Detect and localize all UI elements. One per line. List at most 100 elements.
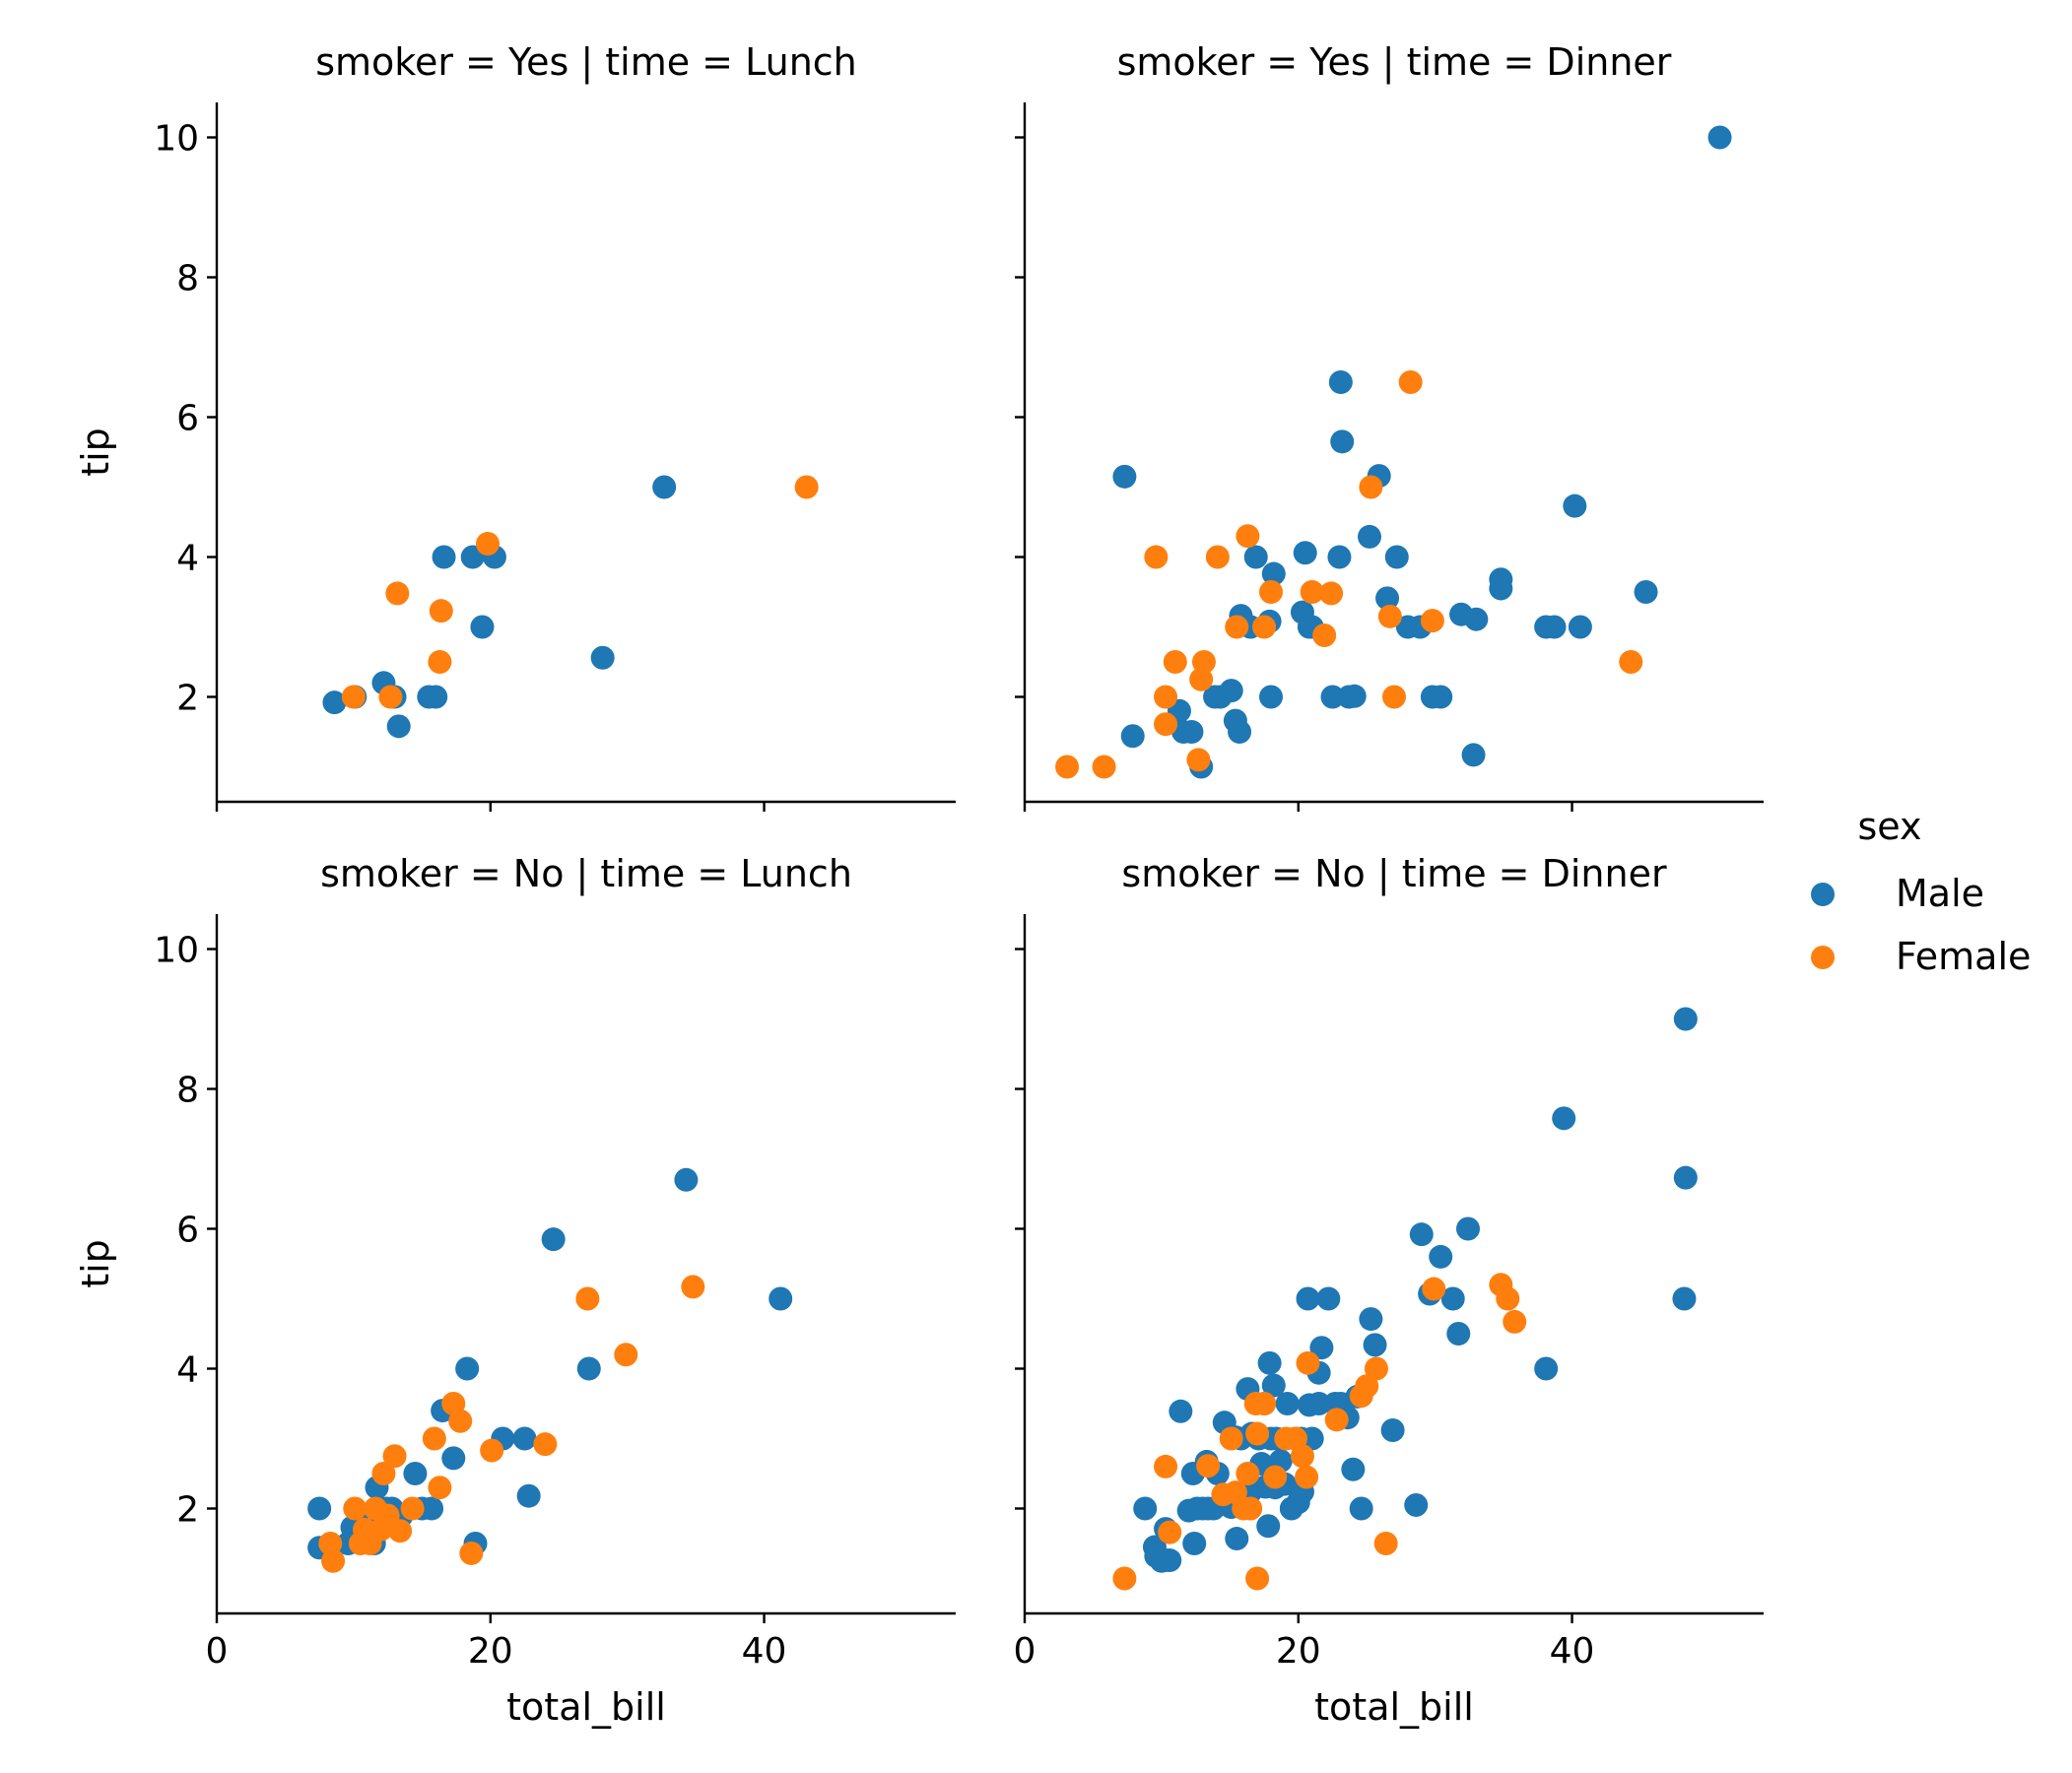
- point-male: [1456, 1216, 1480, 1241]
- point-female: [1112, 1566, 1137, 1591]
- point-male: [455, 1356, 480, 1381]
- point-female: [318, 1532, 343, 1555]
- y-tick-label: 8: [176, 1071, 199, 1111]
- point-female: [385, 581, 410, 606]
- point-male: [1429, 685, 1453, 709]
- panel-0: smoker = Yes | time = Lunch 2 4 6 8 10 tip: [74, 40, 956, 812]
- point-male: [1673, 1165, 1698, 1190]
- point-female: [614, 1343, 638, 1367]
- point-female: [794, 475, 819, 499]
- point-male: [1440, 1286, 1465, 1311]
- point-male: [1563, 493, 1587, 518]
- point-female: [378, 685, 403, 709]
- point-male: [1489, 567, 1513, 592]
- panel-2: smoker = No | time = Lunch 2 4 6 8 10 0 20 40 tot…: [74, 852, 956, 1729]
- point-male: [403, 1462, 428, 1485]
- point-female: [533, 1432, 558, 1457]
- point-female: [1373, 1532, 1398, 1555]
- point-female: [448, 1409, 473, 1433]
- legend: sex Male Female: [1811, 805, 2031, 978]
- point-female: [1252, 615, 1277, 639]
- x-axis-label: total_bill: [1314, 1685, 1474, 1729]
- point-male: [1275, 1392, 1300, 1415]
- point-male: [1384, 545, 1409, 569]
- point-male: [1261, 561, 1286, 586]
- point-female: [429, 599, 453, 624]
- series-male: [1112, 125, 1732, 779]
- point-male: [1112, 464, 1137, 489]
- legend-title: sex: [1858, 805, 1922, 848]
- point-male: [1293, 541, 1317, 565]
- point-male: [1358, 524, 1381, 549]
- point-female: [321, 1548, 346, 1573]
- point-female: [422, 1426, 446, 1451]
- point-female: [1312, 624, 1337, 648]
- panel-3: smoker = No | time = Dinner 0 20 40 total_bi…: [1014, 852, 1764, 1729]
- point-female: [1503, 1309, 1527, 1334]
- point-female: [341, 685, 366, 709]
- point-male: [1552, 1106, 1576, 1131]
- point-female: [476, 532, 500, 557]
- point-female: [1324, 1408, 1349, 1432]
- point-female: [1420, 609, 1444, 633]
- legend-marker-female: [1811, 946, 1835, 969]
- point-male: [674, 1167, 699, 1192]
- point-female: [1154, 1454, 1178, 1478]
- point-male: [1296, 1286, 1320, 1311]
- y-axis-label: tip: [74, 427, 117, 477]
- point-male: [590, 645, 615, 670]
- point-female: [1295, 1465, 1319, 1489]
- point-female: [1092, 755, 1116, 779]
- point-male: [441, 1446, 466, 1471]
- point-female: [1290, 1444, 1314, 1469]
- point-female: [1205, 545, 1230, 569]
- point-male: [1330, 429, 1355, 454]
- legend-marker-male: [1811, 883, 1835, 906]
- point-female: [1319, 581, 1344, 606]
- point-male: [1169, 1399, 1193, 1423]
- point-male: [1120, 724, 1145, 749]
- point-male: [1261, 1373, 1286, 1398]
- point-male: [1429, 1244, 1453, 1269]
- point-male: [322, 690, 347, 715]
- x-axis-label: total_bill: [506, 1685, 666, 1729]
- series-female: [1055, 370, 1643, 779]
- y-tick-label: 6: [176, 1211, 199, 1251]
- point-female: [1186, 748, 1211, 772]
- point-female: [1382, 685, 1406, 709]
- point-male: [1375, 586, 1400, 611]
- legend-label-female: Female: [1896, 935, 2031, 978]
- point-male: [1634, 580, 1658, 604]
- point-male: [1316, 1286, 1341, 1311]
- point-female: [1296, 1350, 1320, 1375]
- point-male: [1259, 685, 1283, 709]
- point-male: [512, 1426, 537, 1451]
- point-male: [1328, 370, 1353, 394]
- panel-title: smoker = Yes | time = Lunch: [315, 40, 857, 85]
- point-female: [1158, 1520, 1182, 1544]
- y-tick-label: 10: [154, 119, 199, 160]
- x-tick-label: 20: [1276, 1631, 1321, 1672]
- y-tick-label: 2: [176, 1490, 199, 1531]
- point-female: [1252, 1392, 1277, 1415]
- point-female: [575, 1286, 600, 1311]
- point-male: [1158, 1548, 1182, 1573]
- point-male: [1320, 685, 1345, 709]
- y-tick-label: 6: [176, 399, 199, 439]
- point-male: [470, 615, 495, 639]
- point-male: [1446, 1322, 1471, 1346]
- point-female: [1154, 712, 1178, 737]
- point-male: [1707, 125, 1732, 150]
- point-female: [681, 1275, 705, 1299]
- point-male: [420, 1496, 444, 1521]
- point-female: [1236, 1462, 1260, 1485]
- point-female: [1163, 650, 1187, 674]
- point-male: [1568, 615, 1592, 639]
- point-female: [1144, 545, 1169, 569]
- point-female: [1259, 580, 1283, 604]
- point-female: [1398, 370, 1423, 394]
- panel-title: smoker = No | time = Dinner: [1121, 852, 1667, 896]
- y-tick-label: 8: [176, 259, 199, 299]
- point-male: [1219, 679, 1243, 703]
- point-female: [1225, 615, 1249, 639]
